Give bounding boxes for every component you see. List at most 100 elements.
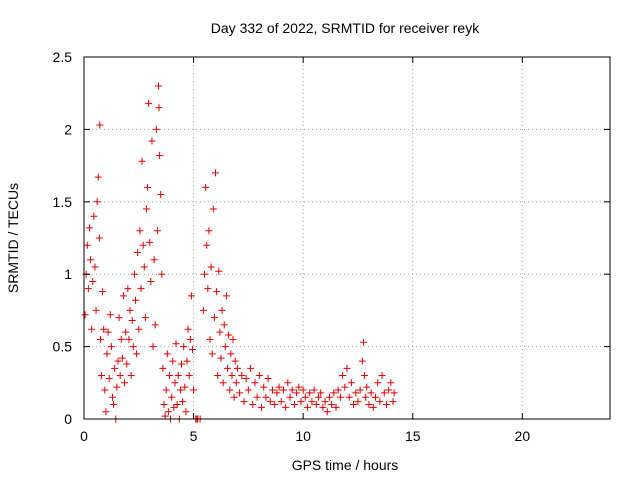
data-point [382,401,390,409]
data-point [304,403,312,411]
data-point [139,241,147,249]
data-point [155,104,163,112]
data-point [107,343,115,351]
data-point [238,372,246,380]
data-point [247,364,255,372]
data-point [266,398,274,406]
data-point [369,403,377,411]
data-point [216,328,224,336]
data-point [312,401,320,409]
data-point [108,393,116,401]
data-point [170,403,178,411]
data-point [117,335,125,343]
data-point [230,393,238,401]
data-point [201,270,209,278]
data-point [385,386,393,394]
data-point [115,314,123,322]
data-point [218,306,226,314]
data-point [113,383,121,391]
data-point [220,321,228,329]
data-point [100,325,108,333]
data-point [244,386,252,394]
data-point [209,205,217,213]
data-point [336,393,344,401]
data-point [83,241,91,249]
data-point [94,173,102,181]
y-tick-label: 0.5 [53,339,73,355]
data-point [268,386,276,394]
data-point [89,277,97,285]
y-axis-label: SRMTID / TECUs [5,183,21,293]
data-point [87,256,95,264]
x-tick-label: 0 [80,428,88,444]
data-point [137,285,145,293]
data-point [99,288,107,296]
data-point [148,137,156,145]
grid-layer [84,57,610,419]
data-point [359,338,367,346]
data-point [134,248,142,256]
x-tick-label: 5 [190,428,198,444]
data-point [293,389,301,397]
data-point [301,393,309,401]
data-point [121,379,129,387]
data-point [85,224,93,232]
data-point [341,383,349,391]
data-point [125,335,133,343]
data-point [156,151,164,159]
data-point [180,343,188,351]
data-point [142,205,150,213]
data-point [206,335,214,343]
data-point [253,393,261,401]
data-point [354,398,362,406]
data-point [207,263,215,271]
data-point [325,393,333,401]
data-point [88,325,96,333]
data-point [380,389,388,397]
data-point [81,311,89,319]
data-point [172,340,180,348]
data-point [122,328,130,336]
data-point [146,238,154,246]
data-point [101,386,109,394]
data-point [176,386,184,394]
data-point [317,389,325,397]
data-point [330,389,338,397]
data-point [286,393,294,401]
data-point [202,183,210,191]
data-point [92,306,100,314]
data-point [208,350,216,358]
data-point [157,191,165,199]
data-point [212,169,219,177]
data-point [187,292,195,300]
x-tick-label: 15 [405,428,421,444]
data-point [319,403,327,411]
data-point [149,343,157,351]
data-point [236,389,244,397]
data-point [214,372,222,380]
data-point [90,212,98,220]
data-point [128,317,136,325]
data-point [93,198,101,206]
data-point [105,374,113,382]
data-point [123,360,131,368]
data-point [352,389,360,397]
y-tick-label: 2 [64,121,72,137]
data-point [249,401,257,409]
x-tick-label: 10 [295,428,311,444]
data-point [290,401,298,409]
data-point [116,372,124,380]
data-point [162,386,170,394]
chart-title: Day 332 of 2022, SRMTID for receiver rey… [211,20,480,36]
data-point [98,372,106,380]
data-point [129,343,137,351]
data-point [159,364,167,372]
data-point [233,364,241,372]
data-point [347,379,355,387]
data-point [288,386,296,394]
data-point [334,386,342,394]
data-point [362,393,370,401]
data-point [132,296,140,304]
data-point [229,335,237,343]
data-point [158,270,166,278]
